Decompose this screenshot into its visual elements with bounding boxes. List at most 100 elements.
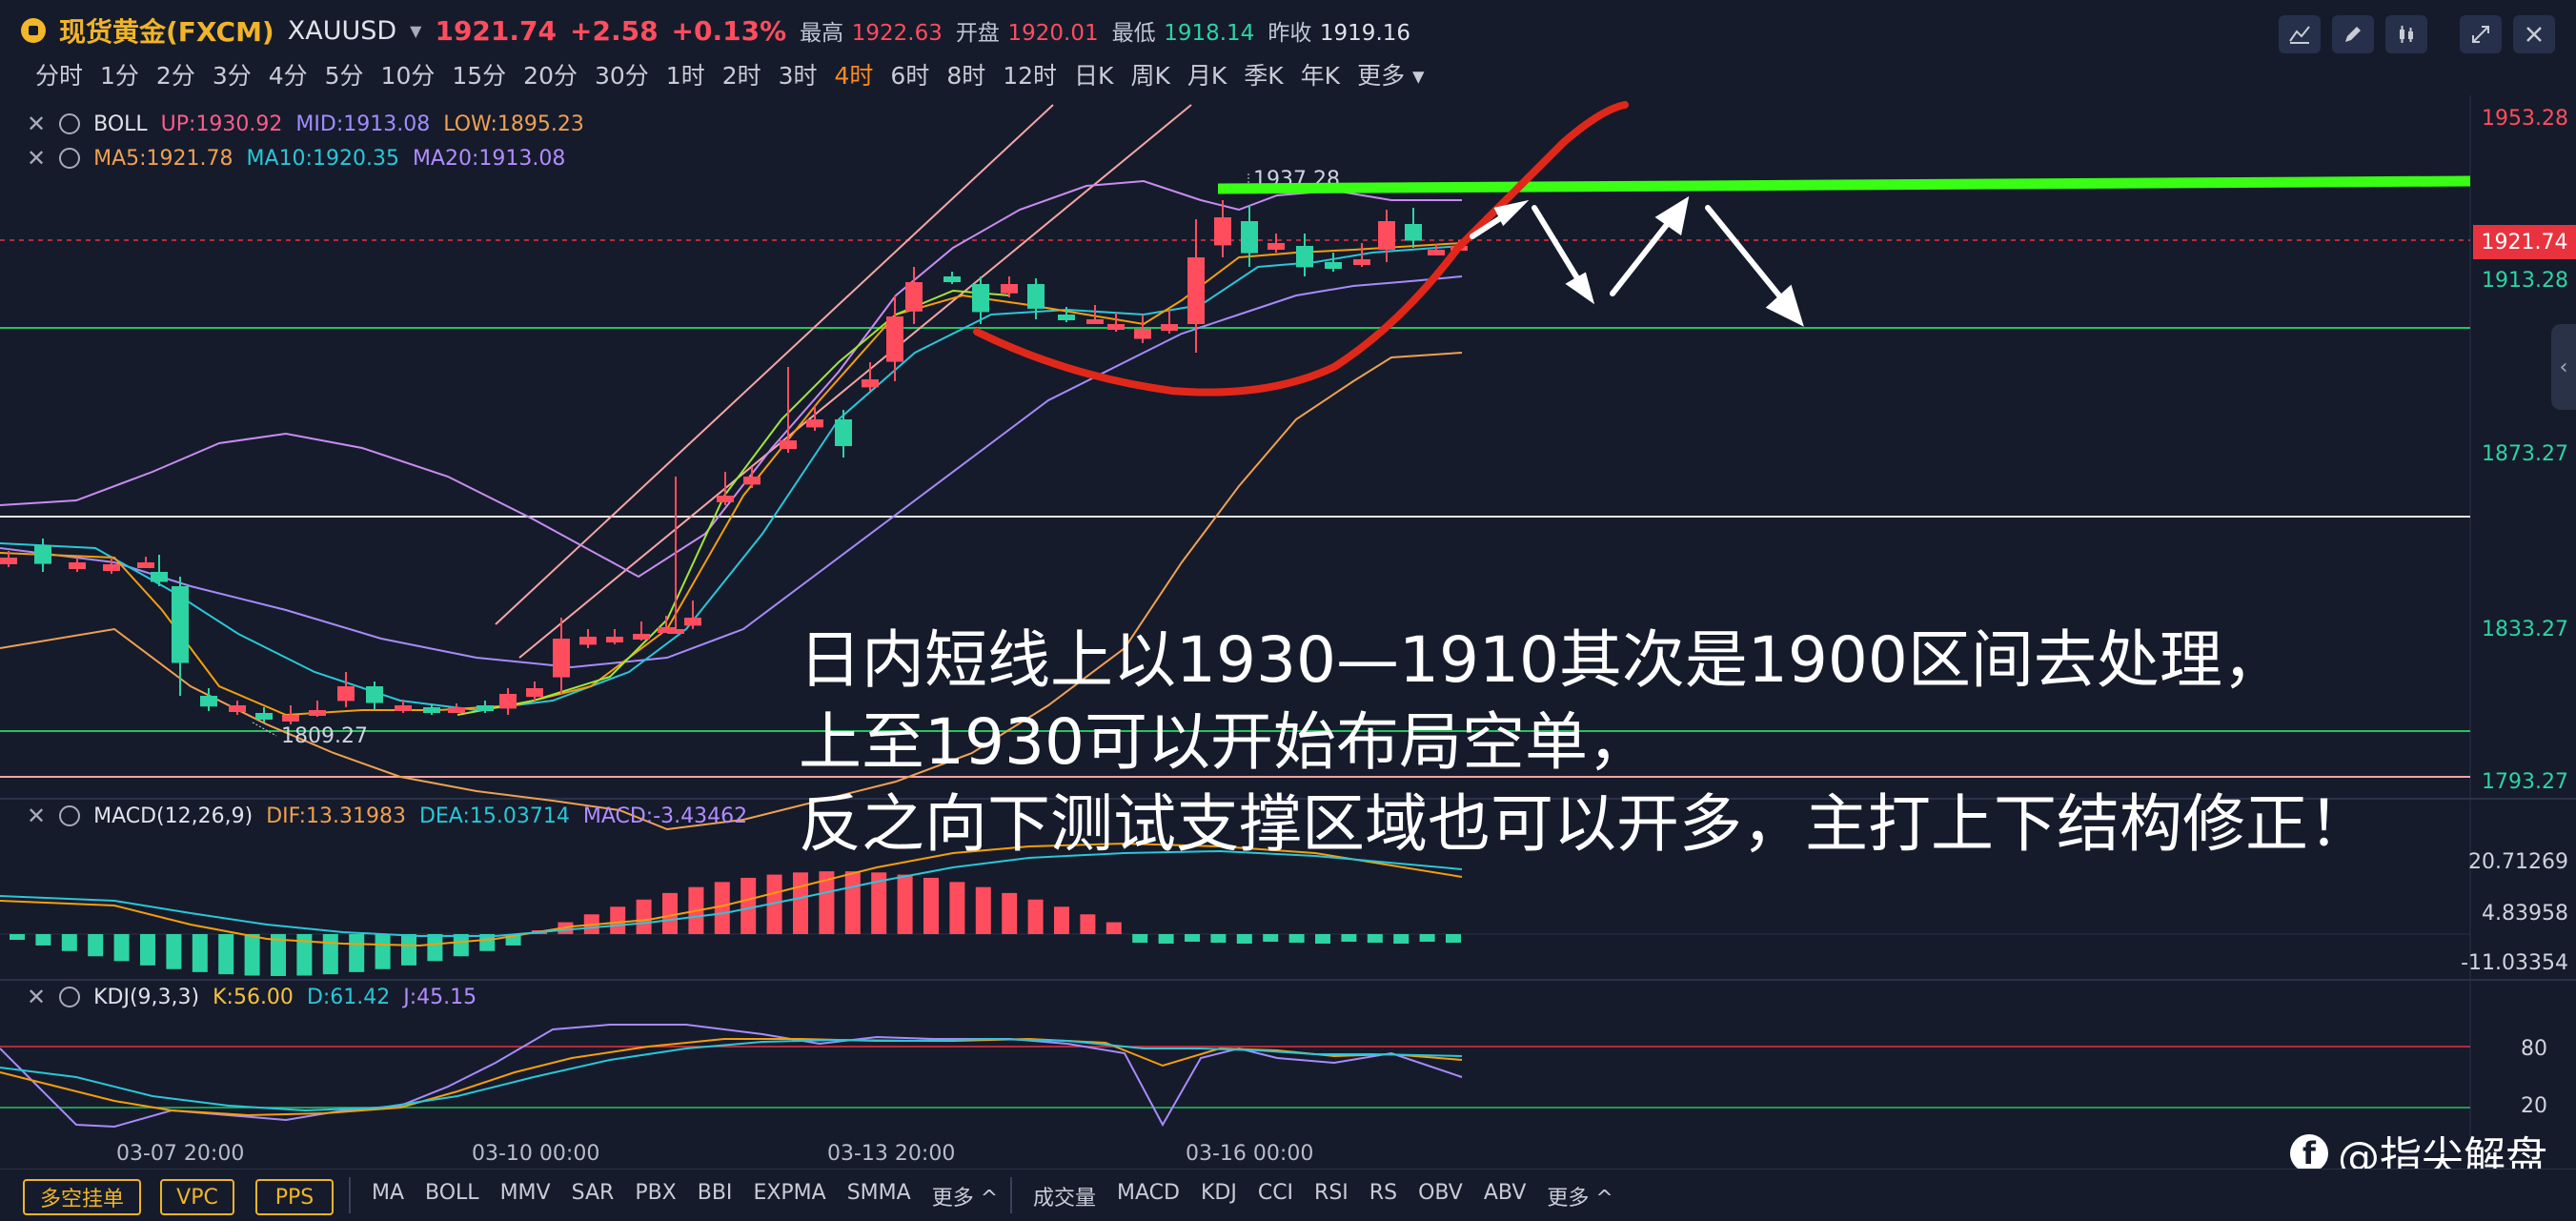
channel-line[interactable] (495, 104, 1054, 625)
candle-body[interactable] (1187, 257, 1205, 324)
candle-body[interactable] (309, 710, 326, 716)
indicator-tab[interactable]: MACD (1117, 1181, 1180, 1205)
indicator-tab[interactable]: OBV (1418, 1181, 1463, 1205)
candle-body[interactable] (1353, 259, 1370, 265)
order-button[interactable]: 多空挂单 (23, 1179, 141, 1215)
close-icon[interactable]: ✕ (27, 145, 47, 172)
timeframe-tab[interactable]: 4分 (268, 62, 308, 90)
indicator-tab[interactable]: CCI (1257, 1181, 1294, 1205)
candle-body[interactable] (943, 276, 961, 282)
indicator-tab[interactable]: ABV (1483, 1181, 1527, 1205)
candle-body[interactable] (1086, 319, 1104, 324)
candle-body[interactable] (34, 545, 51, 564)
candle-body[interactable] (1161, 324, 1178, 331)
timeframe-tab[interactable]: 月K (1187, 62, 1227, 90)
timeframe-tab[interactable]: 2时 (721, 62, 761, 90)
expand-icon[interactable] (2460, 15, 2502, 53)
candle-body[interactable] (780, 440, 797, 450)
indicator-tab[interactable]: MA (372, 1181, 405, 1205)
candle-body[interactable] (806, 419, 823, 428)
timeframe-tab[interactable]: 15分 (452, 62, 507, 90)
candle-body[interactable] (395, 705, 412, 711)
candle-body[interactable] (1325, 262, 1342, 269)
close-icon[interactable]: ✕ (27, 111, 47, 137)
gear-icon[interactable] (59, 987, 81, 1007)
pps-button[interactable]: PPS (255, 1179, 334, 1215)
indicator-tab[interactable]: 更多 ^ (1547, 1187, 1613, 1211)
timeframe-tab[interactable]: 8时 (946, 62, 986, 90)
indicator-tab[interactable]: EXPMA (753, 1181, 826, 1205)
timeframe-tab[interactable]: 5分 (324, 62, 364, 90)
timeframe-tab[interactable]: 12时 (1003, 62, 1058, 90)
candle-body[interactable] (684, 618, 701, 626)
candle-body[interactable] (69, 562, 86, 569)
indicator-tab[interactable]: RS (1369, 1181, 1398, 1205)
candle-body[interactable] (151, 572, 168, 582)
candle-body[interactable] (1027, 284, 1045, 309)
timeframe-tab[interactable]: 20分 (523, 62, 578, 90)
candle-body[interactable] (1428, 250, 1445, 255)
candle-body[interactable] (282, 715, 299, 722)
close-icon[interactable]: ✕ (27, 984, 47, 1010)
candle-body[interactable] (103, 564, 120, 571)
candle-body[interactable] (337, 686, 355, 702)
candle-body[interactable] (366, 686, 383, 703)
timeframe-tab[interactable]: 10分 (380, 62, 436, 90)
vpc-button[interactable]: VPC (160, 1179, 234, 1215)
candle-body[interactable] (200, 696, 217, 707)
candle-body[interactable] (477, 705, 494, 711)
resistance-line[interactable] (1217, 175, 2471, 194)
indicator-tab[interactable]: PBX (635, 1181, 677, 1205)
candle-body[interactable] (972, 284, 989, 313)
candle-body[interactable] (1241, 221, 1258, 254)
candle-body[interactable] (905, 282, 923, 312)
candle-body[interactable] (423, 707, 440, 713)
timeframe-tab[interactable]: 3时 (778, 62, 818, 90)
candle-body[interactable] (862, 379, 879, 388)
candle-body[interactable] (579, 637, 597, 645)
gear-icon[interactable] (59, 148, 81, 169)
candle-body[interactable] (448, 707, 465, 713)
candle-body[interactable] (1214, 217, 1231, 246)
timeframe-tab[interactable]: 日K (1074, 62, 1114, 90)
candle-body[interactable] (667, 629, 684, 634)
indicator-tab[interactable]: BBI (697, 1181, 733, 1205)
candle-body[interactable] (658, 627, 675, 633)
candle-body[interactable] (526, 688, 543, 698)
timeframe-tab[interactable]: 1时 (665, 62, 705, 90)
timeframe-tab[interactable]: 1分 (100, 62, 139, 90)
candle-body[interactable] (1001, 284, 1018, 294)
gear-icon[interactable] (59, 113, 81, 134)
instrument-name[interactable]: 现货黄金(FXCM) (59, 16, 274, 48)
candle-body[interactable] (1107, 324, 1125, 330)
candle-body[interactable] (633, 634, 650, 640)
candle-body[interactable] (229, 705, 246, 712)
indicator-tab[interactable]: SAR (571, 1181, 615, 1205)
timeframe-tab[interactable]: 6时 (890, 62, 930, 90)
candle-body[interactable] (743, 477, 761, 485)
indicator-tab[interactable]: KDJ (1200, 1181, 1237, 1205)
timeframe-tab[interactable]: 4时 (834, 62, 874, 90)
kline-chart[interactable]: 1937.28 1809.27 (0, 95, 2576, 1169)
channel-line[interactable] (518, 104, 1192, 659)
timeframe-tab[interactable]: 季K (1244, 62, 1284, 90)
timeframe-tab[interactable]: 2分 (155, 62, 195, 90)
candle-body[interactable] (1296, 246, 1313, 268)
candle-body[interactable] (553, 639, 570, 678)
indicator-tab[interactable]: 更多 ^ (931, 1187, 999, 1211)
close-icon[interactable] (2513, 15, 2555, 53)
timeframe-tab[interactable]: 更多 ▾ (1357, 62, 1425, 90)
line-tool-icon[interactable] (2279, 15, 2321, 53)
indicator-tab[interactable]: BOLL (425, 1181, 479, 1205)
candle-body[interactable] (886, 316, 903, 362)
candle-body[interactable] (137, 562, 154, 568)
candle-body[interactable] (1405, 224, 1422, 241)
candlestick-series[interactable] (0, 200, 1468, 724)
candle-body[interactable] (835, 419, 852, 446)
instrument-symbol[interactable]: XAUUSD (287, 15, 397, 46)
pen-icon[interactable] (2332, 15, 2374, 53)
candle-body[interactable] (0, 558, 17, 564)
indicator-tab[interactable]: SMMA (846, 1181, 911, 1205)
timeframe-tab[interactable]: 周K (1130, 62, 1170, 90)
indicator-tab[interactable]: RSI (1314, 1181, 1349, 1205)
